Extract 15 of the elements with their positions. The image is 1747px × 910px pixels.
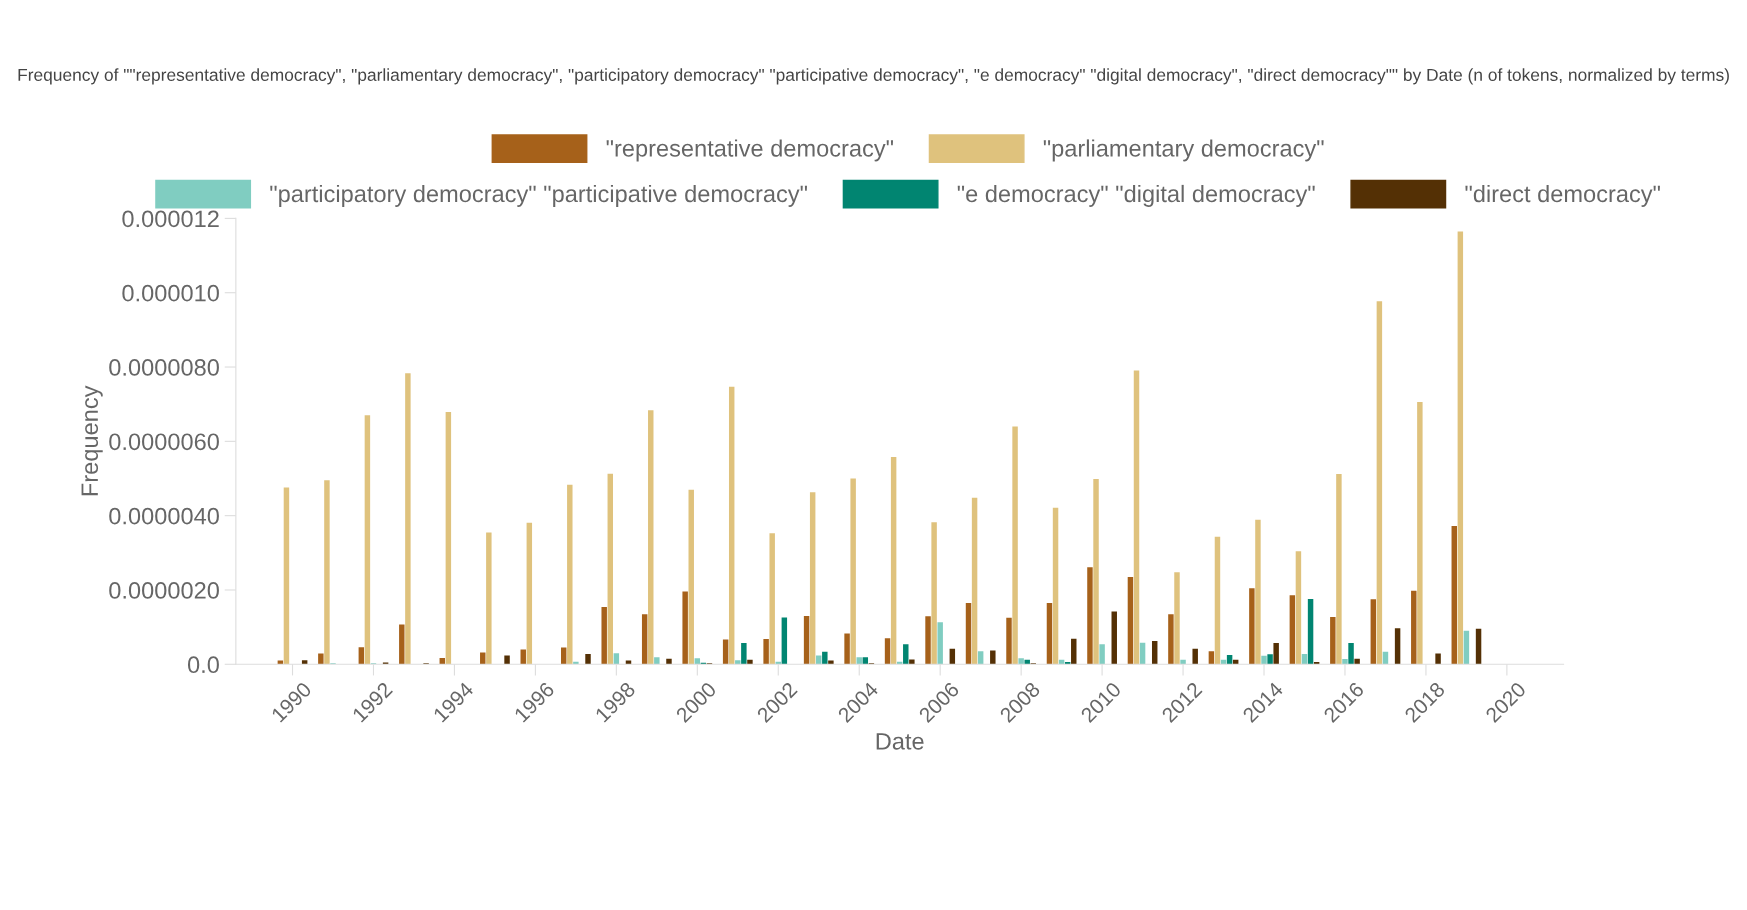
y-tick-label: 0.0 [187, 656, 219, 674]
y-tick-label: 0.000010 [122, 284, 219, 302]
legend-label: "parliamentary democracy" [1043, 139, 1324, 162]
x-axis-title: Date [876, 733, 924, 750]
legend-label: "e democracy" "digital democracy" [957, 184, 1315, 207]
y-tick-label: 0.0000080 [109, 359, 219, 376]
chart-title: Frequency of ""representative democracy", "parliamentary democracy", "participatory democracy" "participative democracy", "e democracy" "digital democracy", "direct democracy"" by Date (n of tokens, normalized by terms) [18, 68, 1729, 85]
legend-label: "representative democracy" [606, 139, 894, 162]
y-tick-label: 0.0000040 [109, 507, 219, 525]
legend-label: "direct democracy" [1465, 184, 1660, 207]
y-tick-label: 0.000012 [122, 210, 219, 228]
legend-label: "participatory democracy" "participative democracy" [270, 184, 807, 207]
y-tick-label: 0.0000060 [109, 433, 219, 451]
y-axis-title: Frequency [81, 385, 103, 496]
y-tick-label: 0.0000020 [109, 582, 219, 599]
